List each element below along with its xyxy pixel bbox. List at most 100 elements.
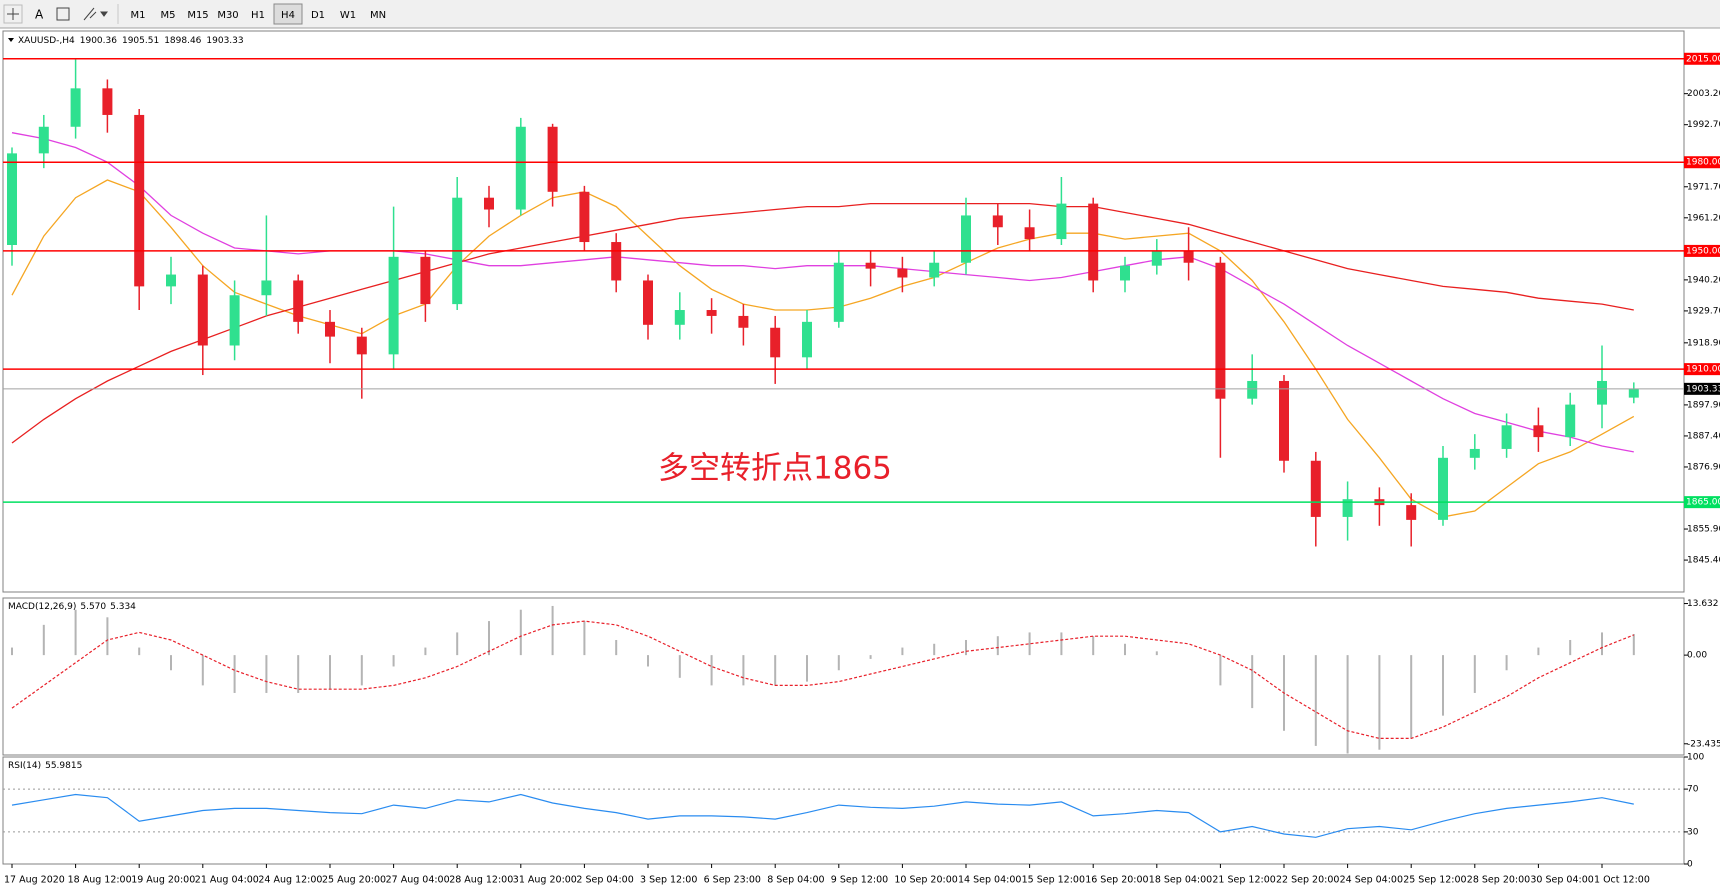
x-tick-label: 18 Sep 04:00 (1149, 875, 1212, 886)
indicator-header: RSI(14) 55.9815 (8, 761, 82, 771)
x-tick-label: 31 Aug 20:00 (513, 875, 577, 886)
candle-body (992, 215, 1003, 228)
candle-body (1024, 227, 1035, 240)
y-tick-label: 2003.20 (1687, 89, 1720, 99)
y-tick-label: 100 (1687, 753, 1704, 763)
macd-bar (933, 643, 936, 656)
macd-bar (1378, 655, 1381, 750)
candle-body (325, 321, 335, 337)
timeframe-label[interactable]: MN (370, 10, 386, 21)
x-tick-label: 14 Sep 04:00 (958, 875, 1021, 886)
tool-crosshair[interactable] (3, 4, 23, 24)
candle-body (1056, 203, 1067, 240)
x-tick-label: 10 Sep 20:00 (894, 875, 957, 886)
macd-bar (201, 655, 204, 686)
candle-body (611, 242, 622, 281)
x-tick-label: 28 Sep 20:00 (1467, 875, 1530, 886)
timeframe-button[interactable] (244, 4, 272, 24)
macd-bar (1060, 632, 1063, 656)
level-label: 1980.00 (1686, 158, 1720, 168)
x-tick-label: 18 Aug 12:00 (68, 875, 132, 886)
level-label: 1865.00 (1686, 498, 1720, 508)
chart-header: XAUUSD-,H4 1900.36 1905.51 1898.46 1903.33 (18, 36, 244, 46)
candle-body (1247, 380, 1258, 399)
macd-bar (806, 655, 808, 682)
indicator-readout: 5.334 (110, 602, 136, 612)
tool-label[interactable] (56, 7, 70, 21)
candle-body (38, 126, 49, 154)
macd-bar (774, 655, 777, 686)
macd-bar (74, 609, 77, 656)
candle-body (1438, 457, 1448, 520)
symbol-menu-arrow[interactable] (8, 38, 14, 42)
timeframe-button[interactable] (124, 4, 152, 24)
candle-body (293, 280, 304, 322)
y-tick-label: 1929.70 (1687, 306, 1720, 316)
candle-body (579, 191, 590, 243)
timeframe-button[interactable] (214, 4, 242, 24)
macd-bar (901, 647, 904, 656)
level-tag (1684, 244, 1720, 257)
timeframe-label[interactable]: W1 (340, 10, 356, 21)
candle-body (706, 310, 717, 316)
macd-bar (1155, 651, 1158, 656)
macd-bar (1505, 655, 1508, 671)
x-tick-label: 3 Sep 12:00 (640, 875, 697, 886)
timeframe-button[interactable] (184, 4, 212, 24)
candle-body (802, 321, 812, 358)
timeframe-button[interactable] (334, 4, 362, 24)
timeframe-button[interactable] (154, 4, 182, 24)
tool-shapes[interactable] (83, 7, 97, 21)
y-tick-label: 1918.90 (1687, 338, 1720, 348)
macd-bar (297, 655, 300, 693)
tool-dropdown[interactable] (100, 11, 108, 17)
ohlc-readout: 1903.33 (206, 36, 243, 46)
candle-body (134, 114, 145, 287)
candle-body (547, 126, 558, 192)
timeframe-label[interactable]: M1 (131, 10, 146, 21)
drawing-tools: A (3, 4, 108, 24)
timeframe-label[interactable]: H1 (251, 10, 265, 21)
candle-body (1565, 404, 1576, 438)
y-tick-label: 1992.70 (1687, 120, 1720, 130)
timeframe-label[interactable]: M5 (161, 10, 176, 21)
y-tick-label: -23.435 (1687, 739, 1720, 749)
timeframe-label[interactable]: M30 (217, 10, 238, 21)
macd-bar (329, 655, 331, 690)
x-tick-label: 8 Sep 04:00 (767, 875, 824, 886)
macd-bar (11, 647, 13, 656)
tool-text[interactable]: A (35, 8, 44, 22)
macd-bar (1346, 655, 1349, 754)
candle-body (1533, 425, 1544, 438)
macd-bar (392, 655, 395, 667)
timeframe-button[interactable] (273, 3, 303, 25)
timeframe-label[interactable]: M15 (187, 10, 208, 21)
timeframe-button[interactable] (364, 4, 392, 24)
candle-body (229, 295, 240, 346)
candle-body (1120, 265, 1130, 281)
annotation: 多空转折点1865 (658, 451, 892, 487)
timeframe-button[interactable] (304, 4, 332, 24)
indicator-readout: 5.570 (80, 602, 106, 612)
macd-bar (965, 639, 967, 656)
candle-body (1310, 460, 1321, 517)
macd-bar (1601, 632, 1603, 656)
macd-bar (1028, 632, 1031, 656)
x-tick-label: 24 Sep 04:00 (1340, 875, 1403, 886)
x-tick-label: 17 Aug 2020 (4, 875, 65, 886)
candle-body (261, 280, 272, 296)
macd-bar (615, 639, 618, 656)
candle-body (1597, 380, 1607, 405)
bid-label: 1903.33 (1686, 384, 1720, 394)
candle-body (388, 256, 399, 355)
candle-body (1501, 425, 1512, 449)
candle-body (1469, 448, 1480, 458)
moving-average (11, 132, 1634, 453)
candle-body (929, 262, 940, 278)
y-tick-label: 0 (1687, 860, 1693, 870)
timeframe-label[interactable]: D1 (311, 10, 325, 21)
y-tick-label: 1876.90 (1687, 462, 1720, 472)
timeframe-label[interactable]: H4 (281, 10, 295, 21)
macd-bar (678, 655, 681, 678)
y-tick-label: 1887.40 (1687, 431, 1720, 441)
